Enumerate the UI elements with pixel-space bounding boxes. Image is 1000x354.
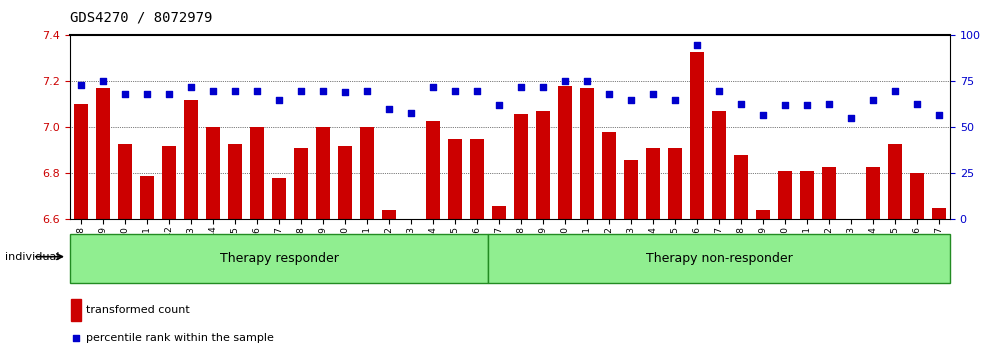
Bar	[338, 146, 352, 354]
Point	[535, 84, 551, 90]
Point	[381, 106, 397, 112]
Point	[271, 97, 287, 103]
Bar	[470, 139, 484, 354]
Bar	[888, 144, 902, 354]
Point	[68, 335, 84, 341]
Bar	[844, 219, 858, 354]
Point	[689, 42, 705, 47]
Bar	[96, 88, 110, 354]
Bar	[690, 52, 704, 354]
Point	[425, 84, 441, 90]
Point	[645, 91, 661, 97]
Bar	[140, 176, 154, 354]
Point	[843, 115, 859, 121]
Point	[139, 91, 155, 97]
Bar	[250, 127, 264, 354]
Bar	[488, 234, 950, 283]
Text: Therapy non-responder: Therapy non-responder	[646, 252, 792, 265]
Bar	[492, 206, 506, 354]
Point	[733, 101, 749, 106]
Point	[315, 88, 331, 93]
Point	[579, 79, 595, 84]
Bar	[316, 127, 330, 354]
Point	[557, 79, 573, 84]
Text: percentile rank within the sample: percentile rank within the sample	[86, 333, 274, 343]
Text: individual: individual	[5, 252, 60, 262]
Point	[887, 88, 903, 93]
Point	[403, 110, 419, 115]
Point	[183, 84, 199, 90]
Bar	[558, 86, 572, 354]
Bar	[932, 208, 946, 354]
Point	[777, 103, 793, 108]
Point	[821, 101, 837, 106]
Point	[623, 97, 639, 103]
Point	[447, 88, 463, 93]
Point	[205, 88, 221, 93]
Point	[601, 91, 617, 97]
Point	[337, 90, 353, 95]
Bar	[800, 171, 814, 354]
Point	[293, 88, 309, 93]
Bar	[71, 299, 81, 321]
Bar	[118, 144, 132, 354]
Bar	[778, 171, 792, 354]
Bar	[536, 111, 550, 354]
Point	[513, 84, 529, 90]
Point	[117, 91, 133, 97]
Point	[909, 101, 925, 106]
Bar	[184, 100, 198, 354]
Bar	[668, 148, 682, 354]
Point	[161, 91, 177, 97]
Bar	[382, 210, 396, 354]
Bar	[404, 219, 418, 354]
Point	[469, 88, 485, 93]
Bar	[602, 132, 616, 354]
Bar	[426, 120, 440, 354]
Point	[865, 97, 881, 103]
Bar	[162, 146, 176, 354]
Text: GDS4270 / 8072979: GDS4270 / 8072979	[70, 11, 212, 25]
Bar	[360, 127, 374, 354]
Point	[359, 88, 375, 93]
Bar	[712, 111, 726, 354]
Bar	[70, 234, 488, 283]
Bar	[448, 139, 462, 354]
Bar	[734, 155, 748, 354]
Bar	[822, 167, 836, 354]
Bar	[756, 210, 770, 354]
Bar	[514, 114, 528, 354]
Point	[73, 82, 89, 88]
Bar	[910, 173, 924, 354]
Bar	[272, 178, 286, 354]
Point	[711, 88, 727, 93]
Point	[667, 97, 683, 103]
Bar	[228, 144, 242, 354]
Bar	[580, 88, 594, 354]
Point	[95, 79, 111, 84]
Bar	[646, 148, 660, 354]
Point	[491, 103, 507, 108]
Bar	[74, 104, 88, 354]
Bar	[206, 127, 220, 354]
Text: transformed count: transformed count	[86, 305, 190, 315]
Point	[799, 103, 815, 108]
Point	[755, 112, 771, 118]
Point	[249, 88, 265, 93]
Point	[931, 112, 947, 118]
Text: Therapy responder: Therapy responder	[220, 252, 338, 265]
Bar	[624, 160, 638, 354]
Bar	[294, 148, 308, 354]
Point	[227, 88, 243, 93]
Bar	[866, 167, 880, 354]
